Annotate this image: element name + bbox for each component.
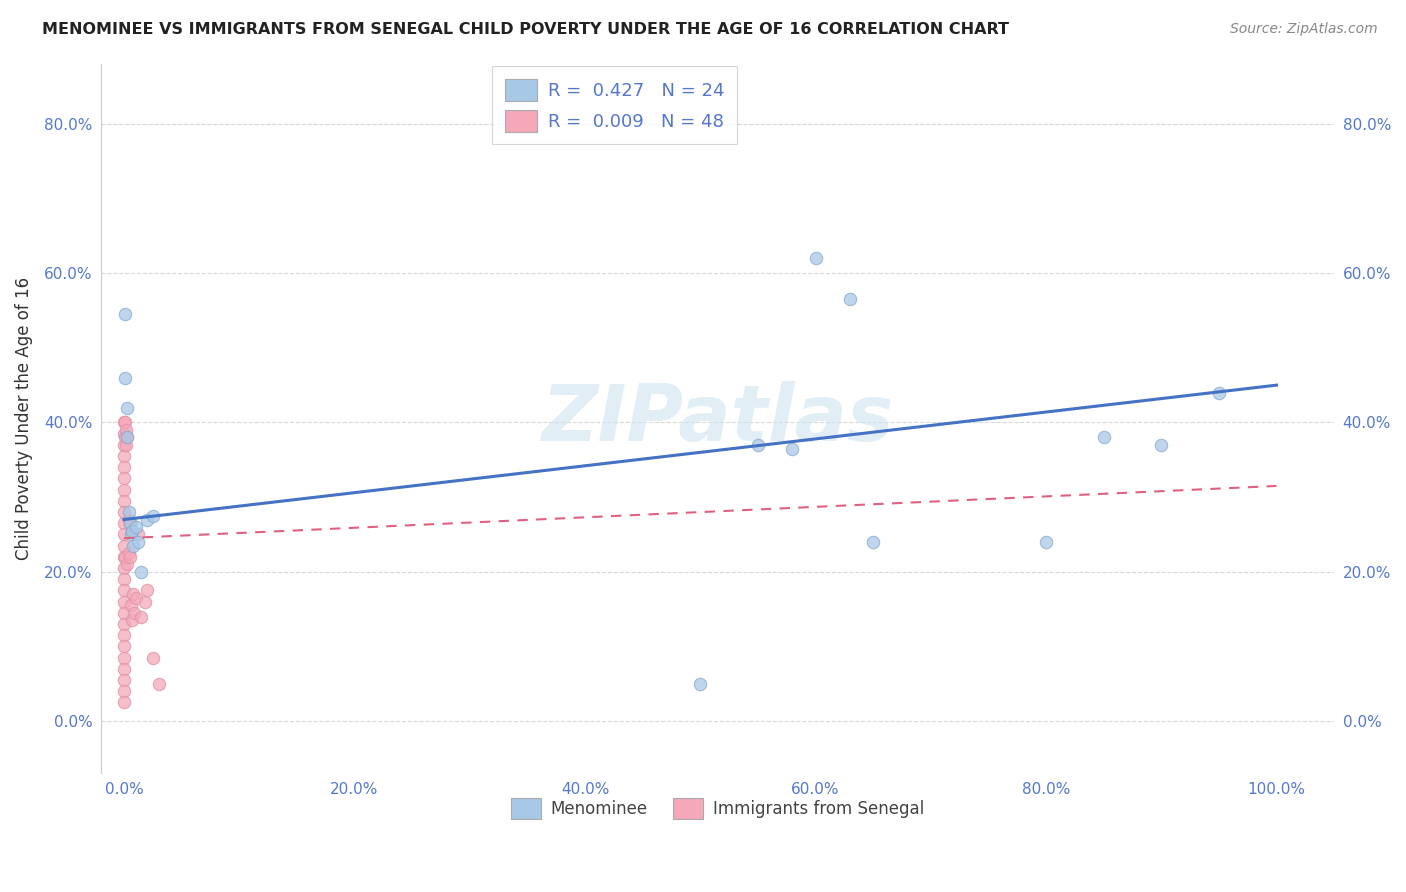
Legend: Menominee, Immigrants from Senegal: Menominee, Immigrants from Senegal [505,792,931,825]
Y-axis label: Child Poverty Under the Age of 16: Child Poverty Under the Age of 16 [15,277,32,560]
Point [112,539,135,553]
Point [112,426,135,441]
Point [122,539,145,553]
Point [112,673,135,687]
Point [118,516,141,531]
Point [124,606,146,620]
Point [117,401,139,415]
Point [136,583,159,598]
Point [1150,438,1173,452]
Point [142,508,165,523]
Point [118,516,141,531]
Point [124,520,146,534]
Point [112,684,135,698]
Point [112,438,135,452]
Point [112,549,135,564]
Point [114,370,136,384]
Point [129,565,152,579]
Point [839,293,862,307]
Point [112,449,135,463]
Point [689,677,711,691]
Point [112,527,135,541]
Point [112,606,135,620]
Point [124,591,146,605]
Point [112,696,135,710]
Point [112,628,135,642]
Point [1092,430,1115,444]
Point [117,546,139,560]
Point [114,307,136,321]
Point [148,677,170,691]
Point [117,430,139,444]
Point [120,527,142,541]
Point [127,535,149,549]
Point [112,650,135,665]
Point [112,516,135,531]
Point [112,416,135,430]
Point [121,613,143,627]
Text: Source: ZipAtlas.com: Source: ZipAtlas.com [1230,22,1378,37]
Point [112,505,135,519]
Point [115,423,138,437]
Point [121,524,143,538]
Point [114,416,136,430]
Point [117,558,139,572]
Point [862,535,884,549]
Point [112,572,135,586]
Point [112,460,135,475]
Point [782,442,804,456]
Point [118,549,141,564]
Point [114,549,136,564]
Point [112,494,135,508]
Point [112,583,135,598]
Point [120,599,142,613]
Point [1035,535,1057,549]
Point [112,595,135,609]
Point [117,505,139,519]
Point [117,430,139,444]
Point [136,512,159,526]
Point [122,587,145,601]
Point [804,251,827,265]
Point [142,650,165,665]
Point [747,438,769,452]
Point [112,640,135,654]
Text: MENOMINEE VS IMMIGRANTS FROM SENEGAL CHILD POVERTY UNDER THE AGE OF 16 CORRELATI: MENOMINEE VS IMMIGRANTS FROM SENEGAL CHI… [42,22,1010,37]
Point [117,512,139,526]
Point [112,561,135,575]
Point [114,430,136,444]
Point [129,609,152,624]
Point [134,595,156,609]
Text: ZIPatlas: ZIPatlas [541,381,894,457]
Point [1208,385,1230,400]
Point [112,662,135,676]
Point [112,617,135,632]
Point [127,527,149,541]
Point [112,471,135,485]
Point [115,438,138,452]
Point [112,483,135,497]
